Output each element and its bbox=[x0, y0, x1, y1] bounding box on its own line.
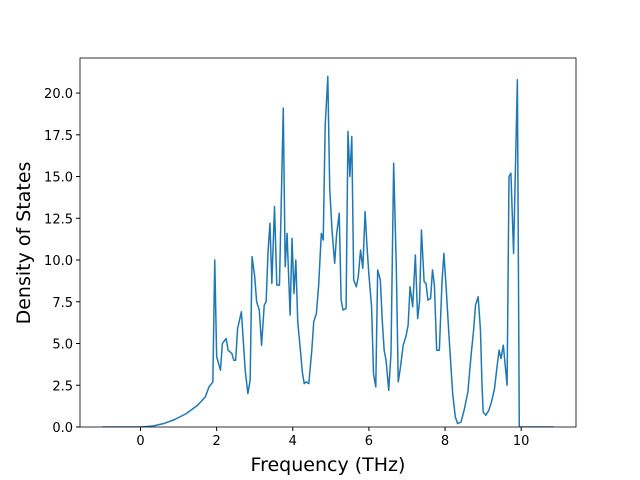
y-tick-label: 5.0 bbox=[52, 338, 73, 353]
y-tick-label: 7.5 bbox=[52, 296, 73, 311]
x-tick-label: 4 bbox=[289, 434, 297, 449]
y-tick-label: 12.5 bbox=[44, 212, 73, 227]
x-tick-label: 2 bbox=[213, 434, 221, 449]
y-tick-label: 10.0 bbox=[44, 254, 73, 269]
x-tick-label: 8 bbox=[441, 434, 449, 449]
x-axis-label: Frequency (THz) bbox=[251, 454, 406, 476]
x-tick-label: 10 bbox=[513, 434, 530, 449]
y-tick-label: 17.5 bbox=[44, 129, 73, 144]
x-tick-label: 6 bbox=[365, 434, 373, 449]
plot-frame bbox=[79, 57, 577, 428]
y-tick-label: 2.5 bbox=[52, 379, 73, 394]
y-axis-label: Density of States bbox=[13, 162, 35, 325]
x-tick-label: 0 bbox=[136, 434, 144, 449]
y-tick-label: 0.0 bbox=[52, 421, 73, 436]
y-tick-label: 20.0 bbox=[44, 87, 73, 102]
y-tick-label: 15.0 bbox=[44, 171, 73, 186]
line bbox=[102, 75, 554, 427]
